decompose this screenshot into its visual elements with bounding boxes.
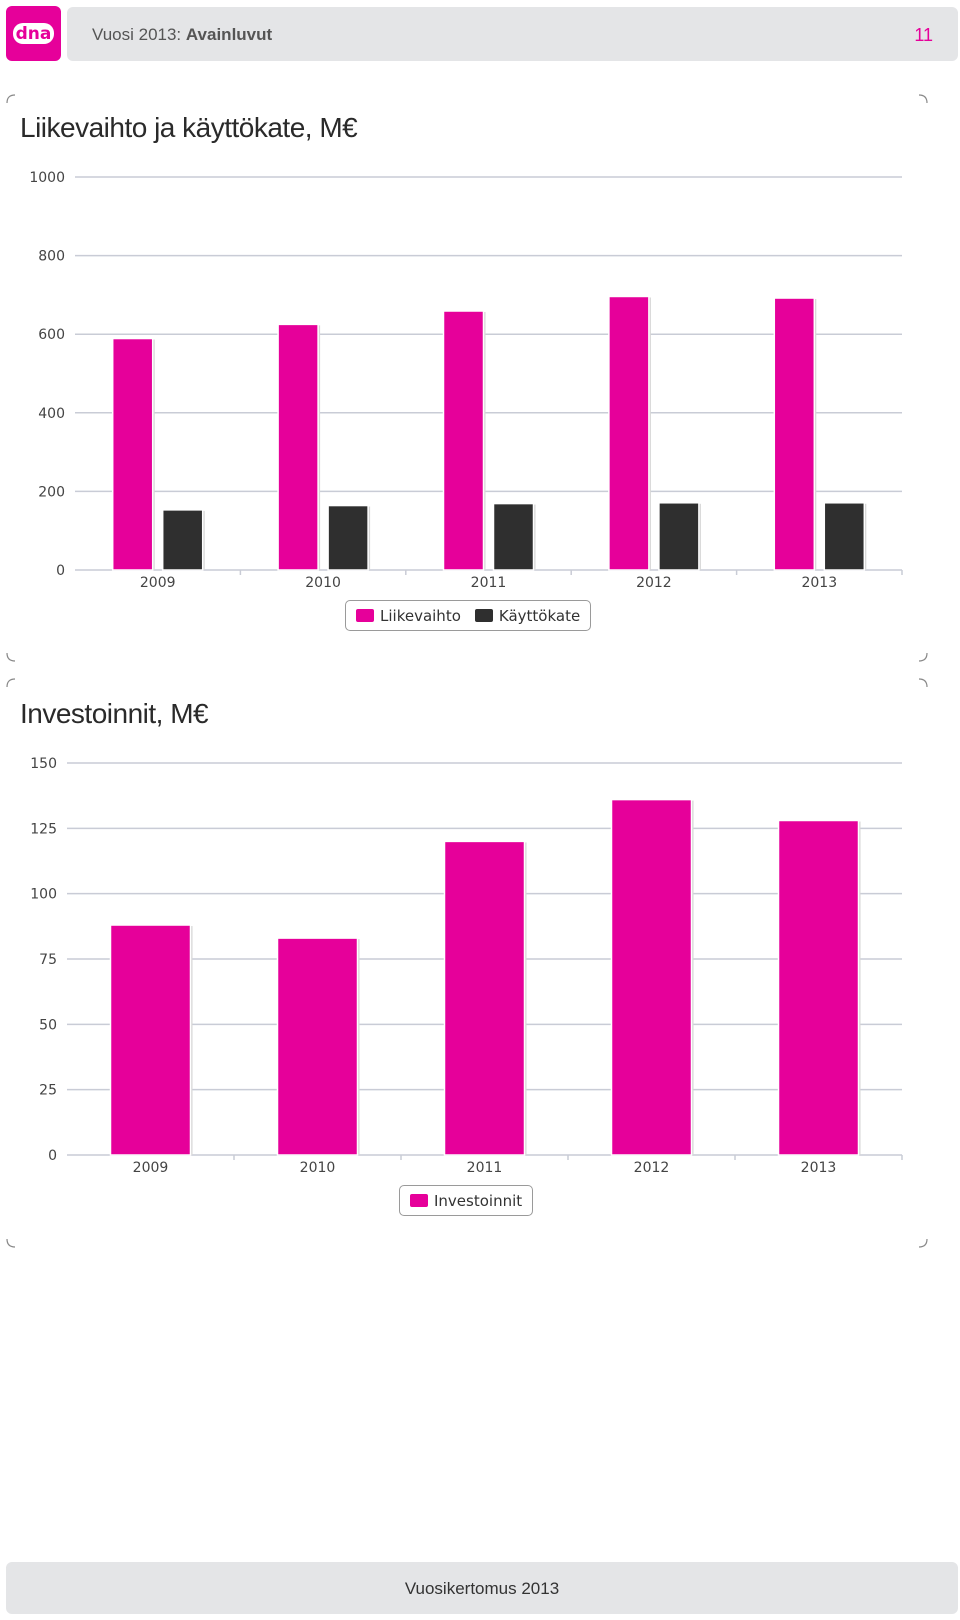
bar-investoinnit-2010 [276,937,359,1156]
y-tick-label: 1000 [29,170,65,186]
legend-swatch-liikevaihto [356,609,374,622]
y-tick-label: 400 [38,406,65,422]
y-tick-label: 600 [38,327,65,343]
x-tick-label: 2013 [801,1160,837,1176]
investments-chart: 0 25 50 75 100 125 150 2009 2010 2011 2012 2013 [30,756,903,1176]
y-tick-label: 125 [30,821,57,837]
x-tick-label: 2013 [801,575,837,591]
page-title-prefix: Vuosi 2013: [92,25,182,44]
chart-title-investments: Investoinnit, M€ [20,698,209,729]
x-tick-label: 2011 [467,1160,503,1176]
y-tick-label: 800 [38,249,65,265]
x-tick-label: 2012 [634,1160,670,1176]
y-tick-label: 0 [48,1148,57,1164]
legend-item-kayttokate: Käyttökate [474,606,581,625]
bar-investoinnit-2011 [443,840,526,1156]
bar-liikevaihto-2013 [773,297,816,571]
legend-label-kayttokate: Käyttökate [498,606,581,625]
x-tick-label: 2011 [471,575,507,591]
bar-liikevaihto-2009 [111,337,154,571]
y-tick-label: 200 [38,484,65,500]
footer-text: Vuosikertomus 2013 [404,1579,560,1598]
revenue-chart-legend: Liikevaihto Käyttökate [345,600,592,631]
bar-liikevaihto-2010 [277,323,319,571]
svg-text:dna: dna [16,24,52,44]
dna-logo-mark: dna [13,23,54,44]
revenue-ebitda-chart: 0 200 400 600 800 1000 2009 2010 2011 2012 2013 [29,170,903,591]
bar-käyttökate-2013 [823,502,866,571]
y-tick-label: 0 [56,563,65,579]
bar-investoinnit-2012 [610,798,693,1156]
bar-käyttökate-2010 [327,504,369,571]
frame-corner-bottom-left [6,652,16,662]
legend-label-liikevaihto: Liikevaihto [380,606,461,625]
frame-corner-top-left [6,94,16,104]
frame-corner-top-left-2 [6,678,16,688]
page-number: 11 [914,25,933,45]
x-tick-label: 2010 [305,575,341,591]
bar-käyttökate-2009 [161,509,204,571]
legend-swatch-investoinnit [410,1194,428,1207]
bar-investoinnit-2009 [109,924,192,1156]
y-tick-label: 150 [30,756,57,772]
y-tick-label: 50 [39,1017,57,1033]
frame-corner-bottom-left-2 [6,1238,16,1248]
frame-corner-top-right-2 [918,678,928,688]
frame-corner-top-right [918,94,928,104]
dna-logo: dna [6,6,61,61]
legend-item-investoinnit: Investoinnit [410,1192,522,1210]
legend-item-liikevaihto: Liikevaihto [356,607,461,625]
bar-liikevaihto-2012 [608,295,650,571]
x-tick-label: 2010 [300,1160,336,1176]
bar-käyttökate-2012 [658,502,700,571]
chart-title-revenue: Liikevaihto ja käyttökate, M€ [20,112,358,143]
header-bar: Vuosi 2013: Avainluvut 11 [67,7,958,61]
bar-liikevaihto-2011 [442,310,485,571]
legend-swatch-kayttokate [474,609,493,622]
y-tick-label: 25 [39,1083,57,1099]
footer-bar: Vuosikertomus 2013 [6,1562,958,1614]
legend-label-investoinnit: Investoinnit [434,1191,523,1210]
bar-käyttökate-2011 [492,502,535,571]
investments-chart-legend: Investoinnit [399,1185,534,1216]
x-tick-label: 2009 [133,1160,169,1176]
y-tick-label: 100 [30,887,57,903]
bar-investoinnit-2013 [777,819,860,1156]
frame-corner-bottom-right-2 [918,1238,928,1248]
frame-corner-bottom-right [918,652,928,662]
page-title-section: Avainluvut [185,25,273,44]
y-tick-label: 75 [39,952,57,968]
x-tick-label: 2012 [636,575,672,591]
page-title: Vuosi 2013: Avainluvut [92,25,272,45]
x-tick-label: 2009 [140,575,176,591]
